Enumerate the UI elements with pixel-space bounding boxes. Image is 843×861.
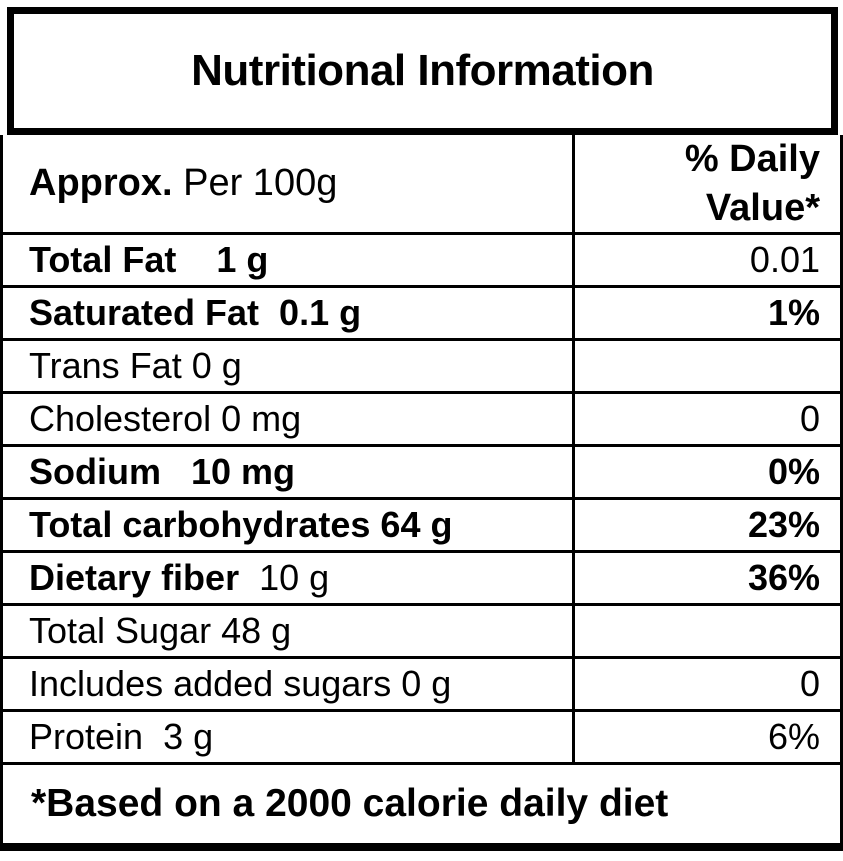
row-total-sugar: Total Sugar 48 g <box>3 606 840 659</box>
row-saturated-fat: Saturated Fat 0.1 g 1% <box>3 288 840 341</box>
header-row: Approx. Per 100g % Daily Value* <box>3 135 840 235</box>
daily-value: 0 <box>799 663 820 704</box>
nutrient-label: Trans Fat 0 g <box>3 341 575 391</box>
label-title: Nutritional Information <box>191 46 654 95</box>
nutrient-label: Total Sugar 48 g <box>3 606 575 656</box>
daily-value: 0% <box>767 451 820 492</box>
label-title-box: Nutritional Information <box>7 7 838 135</box>
row-cholesterol: Cholesterol 0 mg 0 <box>3 394 840 447</box>
daily-value: 6% <box>767 716 820 757</box>
row-sodium: Sodium 10 mg 0% <box>3 447 840 500</box>
row-protein: Protein 3 g 6% <box>3 712 840 765</box>
nutrition-table: Approx. Per 100g % Daily Value* Total Fat… <box>0 135 843 851</box>
row-trans-fat: Trans Fat 0 g <box>3 341 840 394</box>
daily-value <box>575 341 840 391</box>
nutrient-label: Total carbohydrates 64 g <box>3 500 575 550</box>
nutrient-label-bold-part: Dietary fiber <box>29 557 240 598</box>
row-total-carbohydrates: Total carbohydrates 64 g 23% <box>3 500 840 553</box>
footnote-row: *Based on a 2000 calorie daily diet <box>3 765 840 843</box>
serving-basis-cell: Approx. Per 100g <box>3 135 575 233</box>
daily-value: 1% <box>767 292 820 333</box>
daily-value-header-cell: % Daily Value* <box>575 135 840 232</box>
nutrient-label: Protein 3 g <box>3 712 575 762</box>
nutrient-label: Dietary fiber 10 g <box>3 553 575 603</box>
nutrient-label: Total Fat 1 g <box>3 235 575 285</box>
daily-value-header: % Daily Value* <box>684 138 820 229</box>
daily-value: 36% <box>747 557 820 598</box>
daily-value: 0.01 <box>749 239 820 280</box>
row-dietary-fiber: Dietary fiber 10 g 36% <box>3 553 840 606</box>
row-total-fat: Total Fat 1 g 0.01 <box>3 235 840 288</box>
serving-basis-label-rest: Per 100g <box>172 162 338 205</box>
footnote-text: *Based on a 2000 calorie daily diet <box>31 782 669 825</box>
daily-value: 23% <box>747 504 820 545</box>
row-added-sugars: Includes added sugars 0 g 0 <box>3 659 840 712</box>
nutrient-label: Includes added sugars 0 g <box>3 659 575 709</box>
serving-basis-label-bold: Approx. <box>29 162 173 205</box>
daily-value <box>575 606 840 656</box>
nutrient-label: Saturated Fat 0.1 g <box>3 288 575 338</box>
daily-value: 0 <box>799 398 820 439</box>
nutrient-label: Cholesterol 0 mg <box>3 394 575 444</box>
nutrient-label: Sodium 10 mg <box>3 447 575 497</box>
nutrient-label-amount: 10 g <box>239 557 330 598</box>
